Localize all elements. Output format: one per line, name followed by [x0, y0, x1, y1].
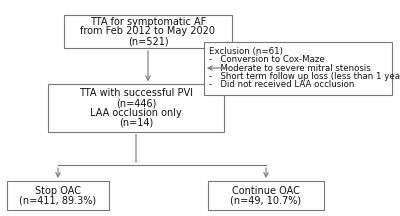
Text: -   Did not received LAA occlusion: - Did not received LAA occlusion: [209, 80, 354, 89]
Text: Continue OAC: Continue OAC: [232, 186, 300, 195]
Text: -   Short term follow up loss (less than 1 year): - Short term follow up loss (less than 1…: [209, 72, 400, 81]
Text: from Feb 2012 to May 2020: from Feb 2012 to May 2020: [80, 26, 216, 36]
Bar: [64, 15, 232, 48]
Text: (n=14): (n=14): [119, 118, 153, 128]
Text: -   Moderate to severe mitral stenosis: - Moderate to severe mitral stenosis: [209, 64, 370, 73]
Text: Exclusion (n=61): Exclusion (n=61): [209, 47, 283, 56]
Bar: [208, 181, 324, 210]
Text: TTA for symptomatic AF: TTA for symptomatic AF: [90, 16, 206, 27]
Text: LAA occlusion only: LAA occlusion only: [90, 108, 182, 118]
Bar: [204, 41, 392, 95]
Text: (n=446): (n=446): [116, 98, 156, 108]
Text: Stop OAC: Stop OAC: [35, 186, 81, 195]
Text: (n=49, 10.7%): (n=49, 10.7%): [230, 195, 302, 205]
Text: TTA with successful PVI: TTA with successful PVI: [79, 88, 193, 98]
Text: (n=411, 89.3%): (n=411, 89.3%): [20, 195, 96, 205]
Text: (n=521): (n=521): [128, 36, 168, 46]
Bar: [48, 84, 224, 132]
Text: -   Conversion to Cox-Maze: - Conversion to Cox-Maze: [209, 55, 324, 64]
Bar: [7, 181, 109, 210]
